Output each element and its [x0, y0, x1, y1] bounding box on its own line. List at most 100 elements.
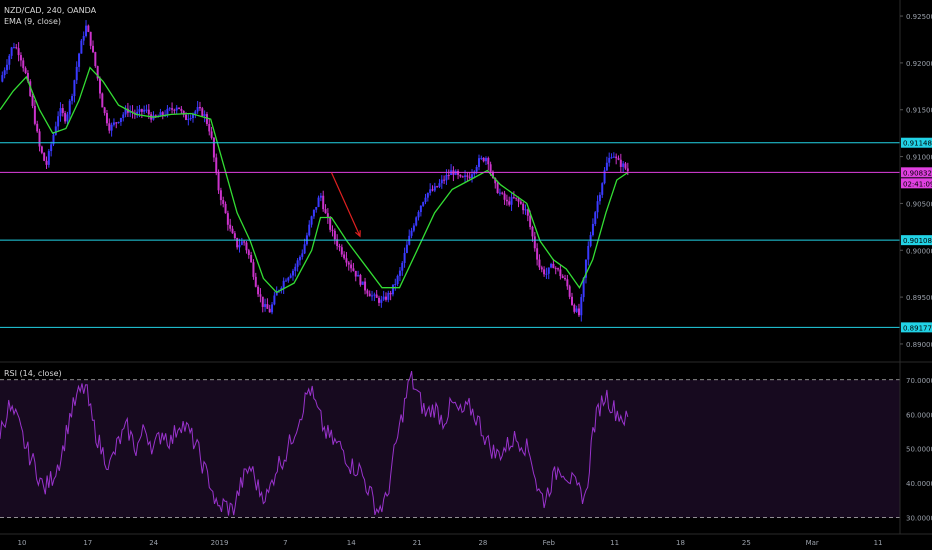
- candle-body: [466, 175, 469, 177]
- time-tick-label: 28: [478, 539, 487, 547]
- candle-body: [31, 95, 34, 106]
- candle-body: [243, 241, 246, 243]
- candle-body: [347, 262, 350, 265]
- candle-body: [510, 197, 513, 205]
- level-label-bg: [901, 137, 932, 148]
- candle-body: [357, 275, 360, 277]
- candle-body: [147, 109, 150, 115]
- candle-body: [417, 212, 420, 218]
- candle-body: [494, 177, 497, 184]
- candle-body: [264, 304, 267, 307]
- candle-body: [275, 290, 278, 296]
- candle-body: [105, 113, 108, 124]
- candle-body: [475, 166, 478, 172]
- levels-group: 0.91148 0.90832 0.90108 0.89177 02:41:09: [0, 137, 932, 333]
- arrow-group: [330, 172, 361, 238]
- candle-body: [531, 226, 534, 237]
- candle-body: [382, 296, 385, 300]
- candle-body: [401, 262, 404, 271]
- candle-body: [461, 176, 464, 178]
- candle-body: [285, 280, 287, 282]
- candle-body: [617, 158, 620, 160]
- candle-body: [175, 107, 178, 111]
- candle-body: [87, 25, 90, 32]
- candle-body: [391, 284, 394, 295]
- candle-body: [138, 109, 141, 112]
- candle-body: [557, 268, 560, 270]
- candle-body: [577, 308, 580, 316]
- candle-body: [110, 124, 113, 131]
- time-tick-label: 10: [17, 539, 26, 547]
- candle-body: [575, 308, 578, 312]
- candle-body: [54, 126, 57, 135]
- candle-body: [380, 299, 383, 303]
- candle-body: [550, 263, 553, 268]
- candle-body: [161, 112, 164, 116]
- candle-body: [24, 68, 27, 74]
- candle-body: [215, 157, 218, 174]
- candle-body: [603, 170, 606, 184]
- candle-body: [396, 275, 399, 285]
- candle-body: [5, 64, 8, 71]
- candle-body: [50, 144, 53, 152]
- candle-body: [178, 107, 181, 109]
- candle-body: [3, 70, 6, 76]
- candle-body: [315, 206, 318, 210]
- candle-body: [140, 109, 143, 112]
- candle-body: [368, 293, 371, 297]
- forecast-arrow-head: [355, 230, 361, 238]
- candle-body: [212, 137, 215, 158]
- candle-body: [601, 183, 604, 195]
- candle-body: [198, 107, 201, 109]
- candle-body: [71, 96, 74, 101]
- candle-body: [336, 239, 339, 247]
- candle-body: [43, 152, 46, 161]
- forecast-arrow: [330, 172, 361, 237]
- candle-body: [329, 217, 332, 230]
- time-tick-label: 7: [283, 539, 287, 547]
- candle-body: [596, 201, 599, 213]
- rsi-label: RSI (14, close): [4, 369, 62, 378]
- candle-body: [217, 173, 220, 191]
- candle-body: [326, 213, 329, 218]
- price-tick-label: 0.89000: [906, 341, 932, 349]
- candle-body: [545, 273, 548, 275]
- candle-body: [166, 108, 169, 115]
- candle-body: [508, 201, 511, 205]
- candle-body: [387, 292, 390, 300]
- time-tick-label: Mar: [806, 539, 819, 547]
- candle-body: [289, 275, 292, 278]
- candle-body: [159, 112, 162, 117]
- candle-body: [498, 192, 501, 194]
- candle-body: [78, 53, 81, 67]
- candle-body: [17, 48, 20, 56]
- candle-body: [224, 203, 227, 214]
- candle-body: [173, 109, 176, 111]
- countdown-bg: [901, 178, 932, 189]
- candle-body: [431, 189, 434, 191]
- candle-body: [536, 248, 539, 260]
- candle-body: [526, 209, 529, 216]
- candle-body: [45, 160, 48, 165]
- candle-body: [171, 108, 174, 110]
- candle-body: [491, 171, 494, 178]
- candle-body: [487, 158, 490, 165]
- candle-body: [375, 294, 378, 298]
- candle-body: [533, 236, 536, 249]
- candle-body: [515, 197, 518, 199]
- candle-body: [405, 244, 408, 253]
- candle-body: [571, 296, 573, 305]
- candle-body: [33, 105, 36, 124]
- candle-body: [312, 209, 315, 217]
- candle-body: [250, 255, 253, 263]
- candle-body: [205, 114, 208, 124]
- candle-body: [419, 205, 422, 213]
- candle-body: [145, 109, 148, 111]
- candle-body: [194, 111, 197, 115]
- candle-body: [19, 55, 22, 61]
- candle-body: [143, 109, 146, 112]
- candle-body: [482, 157, 485, 162]
- candle-body: [471, 174, 474, 179]
- candle-body: [22, 60, 25, 69]
